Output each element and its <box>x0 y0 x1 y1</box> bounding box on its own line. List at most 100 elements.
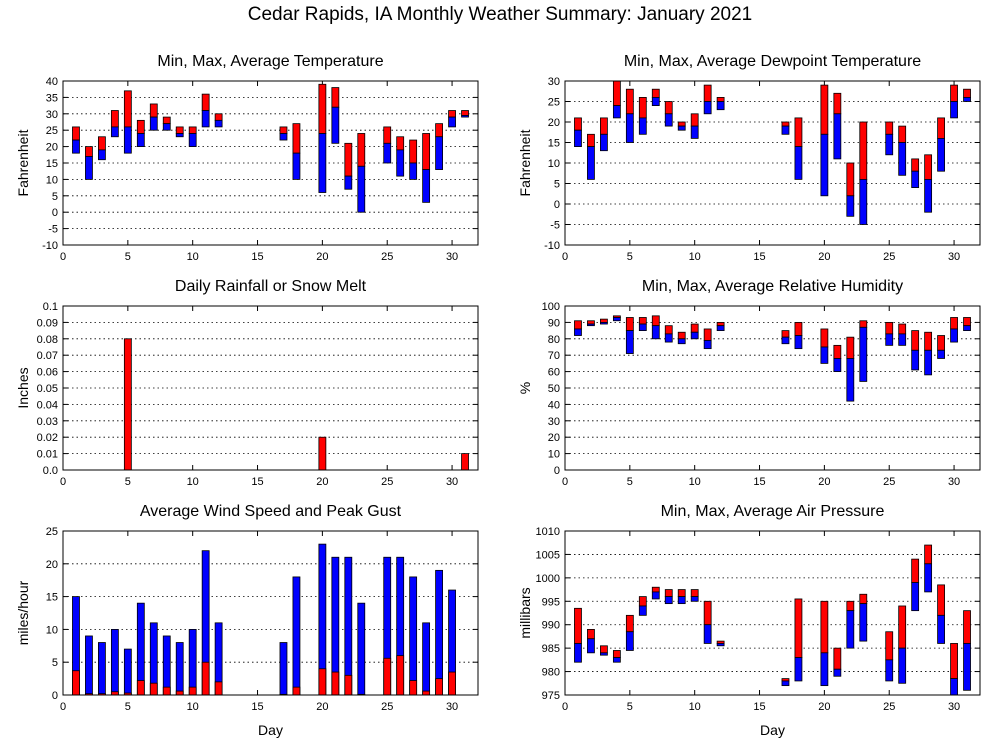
avg-min-bar <box>651 325 660 340</box>
avg-min-bar <box>72 139 80 154</box>
avg-min-bar <box>898 647 907 684</box>
avg-min-bar <box>950 678 958 696</box>
max-avg-bar <box>292 123 301 154</box>
y-tick-label: 80 <box>548 334 560 346</box>
chart-pressure: Min, Max, Average Air Pressure 975 980 985 9… <box>517 503 981 738</box>
chart-rain: Daily Rainfall or Snow Melt 0.0 0.01 0.02 0.… <box>15 278 479 488</box>
avg-min-bar <box>279 133 288 141</box>
avg-min-bar <box>357 165 366 213</box>
avg-min-bar <box>600 133 608 152</box>
avg-min-bar <box>318 133 327 193</box>
max-avg-bar <box>963 88 971 98</box>
x-tick-label: 20 <box>818 701 830 713</box>
y-axis-label: Fahrenheit <box>517 129 533 196</box>
x-tick-label: 25 <box>381 251 393 263</box>
y-tick-label: 10 <box>46 174 58 186</box>
max-avg-bar <box>703 328 712 341</box>
max-avg-bar <box>664 325 673 335</box>
avg-min-bar <box>587 146 595 180</box>
x-tick-label: 15 <box>753 701 765 713</box>
avg-min-bar <box>612 105 621 119</box>
y-tick-label: -10 <box>544 240 560 252</box>
max-avg-bar <box>461 110 469 116</box>
rain-bar <box>318 436 327 471</box>
x-axis-label: Day <box>760 722 785 738</box>
avg-min-bar <box>587 638 595 654</box>
x-tick-label: 20 <box>818 476 830 488</box>
gust-bar <box>292 576 301 696</box>
chart-title: Min, Max, Average Relative Humidity <box>642 278 903 295</box>
max-avg-bar <box>794 117 803 148</box>
avg-min-bar <box>794 335 803 350</box>
chart-title: Min, Max, Average Temperature <box>157 53 383 70</box>
avg-min-bar <box>574 328 582 336</box>
gust-bar <box>357 602 366 696</box>
avg-wind-bar <box>331 671 340 696</box>
max-avg-bar <box>435 123 443 138</box>
max-avg-bar <box>781 330 790 338</box>
y-tick-label: 5 <box>52 191 58 203</box>
max-avg-bar <box>885 121 894 135</box>
x-tick-label: 10 <box>689 251 701 263</box>
y-tick-label: 0.05 <box>37 383 58 395</box>
avg-min-bar <box>703 101 712 115</box>
chart-temp: Min, Max, Average Temperature -10 -5 0 5 10 15… <box>15 53 479 263</box>
y-tick-label: 20 <box>548 432 560 444</box>
y-tick-label: 0.1 <box>43 301 58 313</box>
y-axis-label: Inches <box>15 367 31 408</box>
chart-title: Daily Rainfall or Snow Melt <box>175 278 367 295</box>
y-axis-label: % <box>517 382 533 394</box>
x-tick-label: 5 <box>125 701 131 713</box>
avg-min-bar <box>396 149 405 177</box>
x-tick-label: 0 <box>562 701 568 713</box>
avg-min-bar <box>98 149 106 161</box>
avg-min-bar <box>924 349 933 376</box>
gust-bar <box>162 635 171 696</box>
x-tick-label: 25 <box>381 701 393 713</box>
y-tick-label: 20 <box>46 559 58 571</box>
max-avg-bar <box>149 103 158 118</box>
avg-min-bar <box>587 323 595 327</box>
y-tick-label: 15 <box>548 138 560 150</box>
max-avg-bar <box>937 117 945 139</box>
avg-min-bar <box>690 596 699 602</box>
avg-min-bar <box>820 652 829 687</box>
max-avg-bar <box>574 117 582 131</box>
x-tick-label: 25 <box>883 251 895 263</box>
y-tick-label: 40 <box>46 76 58 88</box>
max-avg-bar <box>690 113 699 127</box>
max-avg-bar <box>950 317 958 330</box>
y-tick-label: 10 <box>548 158 560 170</box>
y-tick-label: 5 <box>554 179 560 191</box>
max-avg-bar <box>859 320 868 328</box>
avg-min-bar <box>574 129 582 147</box>
y-tick-label: 0.07 <box>37 350 58 362</box>
max-avg-bar <box>664 101 673 115</box>
avg-min-bar <box>846 195 855 217</box>
gust-bar <box>279 642 288 696</box>
avg-wind-bar <box>422 690 431 696</box>
avg-wind-bar <box>175 690 184 696</box>
max-avg-bar <box>318 83 327 134</box>
max-avg-bar <box>859 121 868 180</box>
avg-min-bar <box>625 113 634 143</box>
x-tick-label: 15 <box>251 701 263 713</box>
avg-min-bar <box>690 125 699 139</box>
avg-min-bar <box>344 175 353 190</box>
avg-min-bar <box>110 126 119 138</box>
max-avg-bar <box>690 589 699 597</box>
max-avg-bar <box>638 97 647 119</box>
y-tick-label: 25 <box>46 125 58 137</box>
gust-bar <box>123 648 132 696</box>
max-avg-bar <box>911 158 920 172</box>
max-avg-bar <box>846 336 855 359</box>
max-avg-bar <box>924 544 933 565</box>
max-avg-bar <box>833 344 842 359</box>
max-avg-bar <box>625 317 634 332</box>
y-tick-label: 1000 <box>536 573 560 585</box>
avg-min-bar <box>201 110 210 128</box>
gust-bar <box>110 629 119 696</box>
y-tick-label: 25 <box>46 526 58 538</box>
avg-min-bar <box>898 333 907 346</box>
